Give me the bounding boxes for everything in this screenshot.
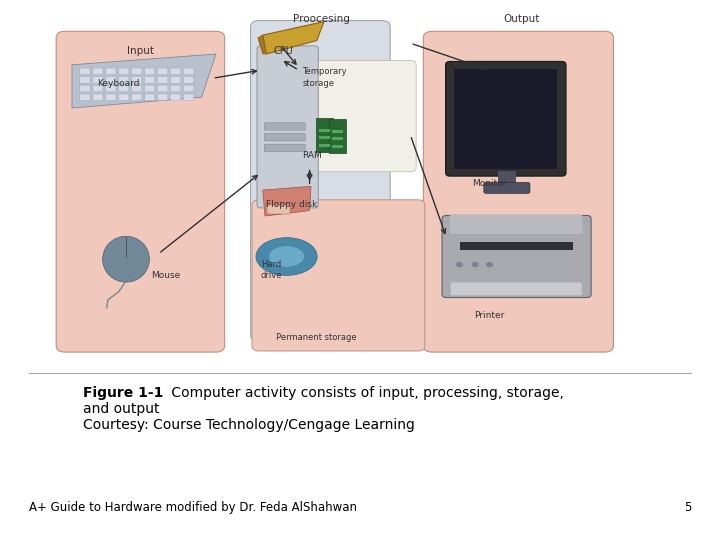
- FancyBboxPatch shape: [184, 68, 194, 75]
- FancyBboxPatch shape: [80, 85, 90, 92]
- FancyBboxPatch shape: [119, 68, 129, 75]
- Ellipse shape: [102, 237, 150, 282]
- FancyBboxPatch shape: [132, 68, 142, 75]
- FancyBboxPatch shape: [171, 77, 181, 83]
- Polygon shape: [263, 186, 311, 216]
- FancyBboxPatch shape: [252, 200, 425, 351]
- Text: RAM: RAM: [302, 151, 322, 160]
- FancyBboxPatch shape: [184, 94, 194, 100]
- FancyBboxPatch shape: [332, 130, 343, 133]
- FancyBboxPatch shape: [80, 68, 90, 75]
- FancyBboxPatch shape: [442, 215, 591, 298]
- FancyBboxPatch shape: [93, 68, 103, 75]
- FancyBboxPatch shape: [132, 85, 142, 92]
- FancyBboxPatch shape: [184, 77, 194, 83]
- FancyBboxPatch shape: [158, 85, 168, 92]
- FancyBboxPatch shape: [267, 205, 290, 214]
- FancyBboxPatch shape: [332, 137, 343, 140]
- Text: Hard
drive: Hard drive: [261, 260, 282, 280]
- Text: Floppy disk: Floppy disk: [266, 200, 318, 208]
- FancyBboxPatch shape: [498, 171, 516, 187]
- Text: Keyboard: Keyboard: [97, 79, 140, 88]
- Text: Monitor: Monitor: [472, 179, 507, 188]
- FancyBboxPatch shape: [80, 94, 90, 100]
- FancyBboxPatch shape: [264, 133, 305, 141]
- FancyBboxPatch shape: [106, 77, 116, 83]
- Text: Permanent storage: Permanent storage: [276, 333, 357, 342]
- FancyBboxPatch shape: [145, 85, 155, 92]
- FancyBboxPatch shape: [251, 21, 390, 341]
- Ellipse shape: [269, 246, 305, 267]
- FancyBboxPatch shape: [184, 85, 194, 92]
- Text: and output: and output: [83, 402, 159, 416]
- FancyBboxPatch shape: [450, 214, 582, 234]
- Text: Input: Input: [127, 46, 154, 56]
- Text: 5: 5: [684, 501, 691, 514]
- Ellipse shape: [486, 262, 493, 267]
- FancyBboxPatch shape: [56, 31, 225, 352]
- FancyBboxPatch shape: [454, 69, 557, 169]
- Text: Temporary
storage: Temporary storage: [302, 68, 347, 87]
- Text: Proocesing: Proocesing: [294, 14, 350, 24]
- FancyBboxPatch shape: [329, 119, 346, 153]
- FancyBboxPatch shape: [460, 242, 573, 250]
- FancyBboxPatch shape: [106, 94, 116, 100]
- FancyBboxPatch shape: [293, 60, 416, 172]
- FancyBboxPatch shape: [171, 94, 181, 100]
- Text: Figure 1-1: Figure 1-1: [83, 386, 163, 400]
- FancyBboxPatch shape: [106, 85, 116, 92]
- FancyBboxPatch shape: [119, 85, 129, 92]
- FancyBboxPatch shape: [319, 144, 330, 147]
- FancyBboxPatch shape: [451, 282, 582, 295]
- FancyBboxPatch shape: [106, 68, 116, 75]
- Ellipse shape: [456, 262, 463, 267]
- FancyBboxPatch shape: [93, 85, 103, 92]
- FancyBboxPatch shape: [264, 123, 305, 130]
- Text: Printer: Printer: [474, 312, 505, 320]
- Polygon shape: [72, 54, 216, 108]
- Ellipse shape: [472, 262, 479, 267]
- FancyBboxPatch shape: [145, 94, 155, 100]
- FancyBboxPatch shape: [158, 94, 168, 100]
- FancyBboxPatch shape: [316, 118, 333, 152]
- FancyBboxPatch shape: [446, 62, 566, 176]
- Text: CPU: CPU: [274, 46, 294, 56]
- FancyBboxPatch shape: [132, 77, 142, 83]
- FancyBboxPatch shape: [158, 68, 168, 75]
- FancyBboxPatch shape: [80, 77, 90, 83]
- FancyBboxPatch shape: [171, 85, 181, 92]
- FancyBboxPatch shape: [119, 77, 129, 83]
- Polygon shape: [263, 22, 324, 54]
- Text: Output: Output: [504, 14, 540, 24]
- FancyBboxPatch shape: [319, 136, 330, 139]
- FancyBboxPatch shape: [145, 68, 155, 75]
- Text: Courtesy: Course Technology/Cengage Learning: Courtesy: Course Technology/Cengage Lear…: [83, 418, 415, 433]
- FancyBboxPatch shape: [423, 31, 613, 352]
- FancyBboxPatch shape: [158, 77, 168, 83]
- FancyBboxPatch shape: [132, 94, 142, 100]
- Ellipse shape: [256, 238, 318, 275]
- FancyBboxPatch shape: [484, 183, 530, 193]
- Text: A+ Guide to Hardware modified by Dr. Feda AlShahwan: A+ Guide to Hardware modified by Dr. Fed…: [29, 501, 357, 514]
- FancyBboxPatch shape: [332, 145, 343, 148]
- FancyBboxPatch shape: [264, 144, 305, 152]
- FancyBboxPatch shape: [119, 94, 129, 100]
- FancyBboxPatch shape: [171, 68, 181, 75]
- Polygon shape: [258, 35, 266, 54]
- FancyBboxPatch shape: [93, 94, 103, 100]
- FancyBboxPatch shape: [319, 129, 330, 132]
- Text: Computer activity consists of input, processing, storage,: Computer activity consists of input, pro…: [167, 386, 564, 400]
- Text: Mouse: Mouse: [151, 271, 181, 280]
- FancyBboxPatch shape: [93, 77, 103, 83]
- FancyBboxPatch shape: [145, 77, 155, 83]
- FancyBboxPatch shape: [257, 46, 318, 208]
